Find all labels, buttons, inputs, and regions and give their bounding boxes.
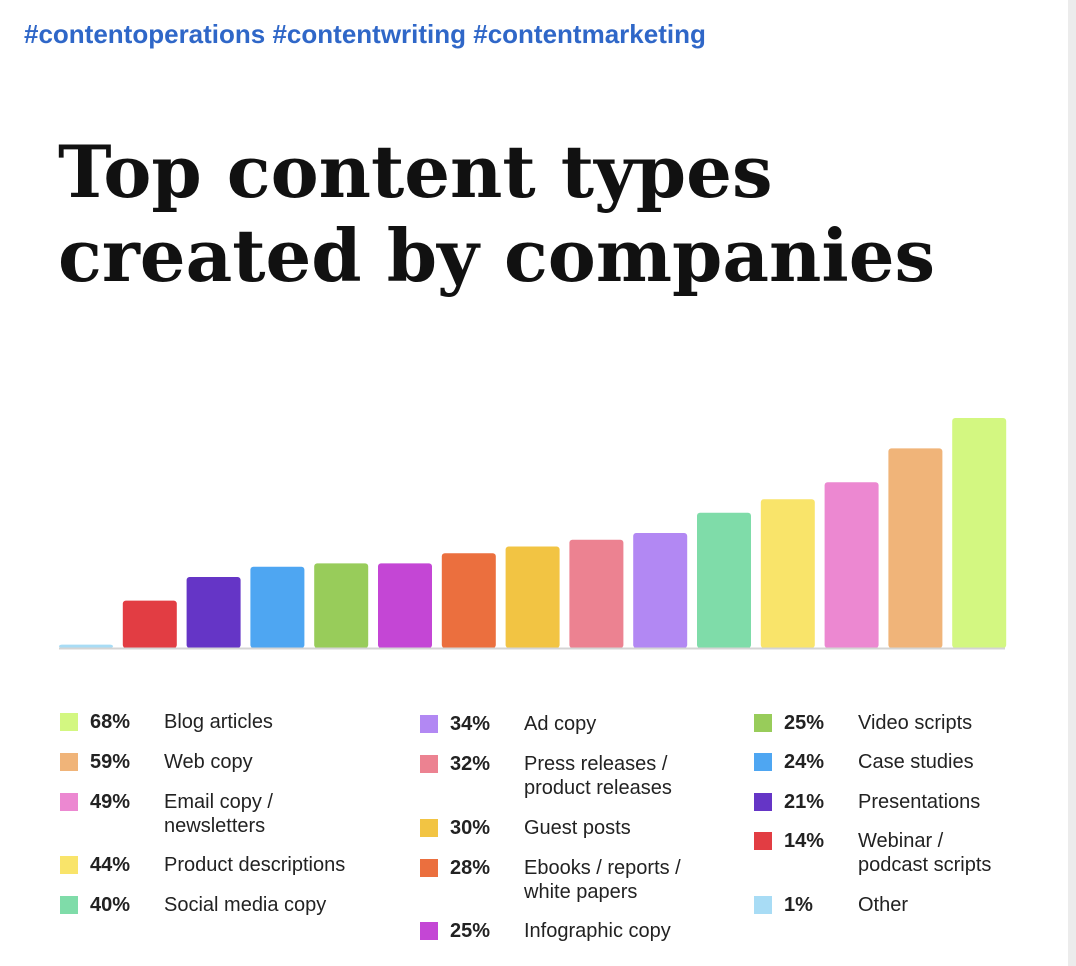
legend-percentage: 14% [784,830,825,852]
legend-label: Press releases / product releases [524,753,672,799]
legend-item: 14% Webinar / podcast scripts [754,829,1054,876]
legend-swatch [754,896,772,914]
legend-swatch [420,859,438,877]
hashtags-link[interactable]: #contentoperations #contentwriting #cont… [24,19,706,49]
bar-11 [760,499,815,648]
legend-item: 34% Ad copy [420,712,720,752]
legend-label: Other [858,894,909,916]
chart-title-line-1: Top content types [58,129,773,214]
legend-swatch [420,922,438,940]
legend-item: 25% Infographic copy [420,919,720,959]
legend-swatch [420,755,438,773]
legend-swatch [60,856,78,874]
legend-percentage: 44% [90,854,131,876]
legend-label: Email copy / newsletters [164,791,273,837]
legend-percentage: 49% [90,791,131,813]
legend-swatch [754,753,772,771]
window-edge [1068,0,1076,966]
legend-percentage: 68% [90,711,131,733]
legend-label: Ad copy [524,713,597,735]
legend-label: Guest posts [524,817,631,839]
legend-percentage: 28% [450,857,491,879]
legend-item: 68% Blog articles [60,710,360,750]
legend-swatch [754,714,772,732]
chart-title: Top content types created by companies [58,130,1038,298]
legend-label: Case studies [858,751,974,773]
chart-title-line-2: created by companies [58,213,936,298]
legend-swatch [420,819,438,837]
legend-label: Product descriptions [164,854,346,876]
legend-item: 24% Case studies [754,750,1054,790]
legend-item: 25% Video scripts [754,711,1054,751]
bar-2 [186,577,241,648]
legend-label: Webinar / podcast scripts [858,830,992,876]
bar-14 [952,418,1007,648]
legend-percentage: 24% [784,751,825,773]
legend-swatch [754,793,772,811]
legend-percentage: 25% [784,712,825,734]
bar-3 [250,566,305,648]
bar-5 [378,563,432,648]
legend-item: 59% Web copy [60,750,360,790]
bar-6 [441,553,496,648]
bar-8 [569,539,624,648]
legend-swatch [60,793,78,811]
bar-7 [505,546,560,648]
legend-swatch [754,832,772,850]
legend-swatch [60,713,78,731]
legend-percentage: 59% [90,751,131,773]
legend-label: Social media copy [164,894,327,916]
legend-item: 1% Other [754,893,1054,933]
bar-9 [633,533,688,648]
legend-swatch [60,896,78,914]
legend-percentage: 30% [450,817,491,839]
legend-item: 32% Press releases / product releases [420,752,720,799]
legend-percentage: 32% [450,753,491,775]
legend-label: Video scripts [858,712,973,734]
bar-4 [314,563,369,648]
legend-item: 40% Social media copy [60,893,360,933]
legend-label: Blog articles [164,711,273,733]
legend-item: 28% Ebooks / reports / white papers [420,856,720,903]
legend-swatch [420,715,438,733]
bar-0 [59,644,113,648]
legend-percentage: 21% [784,791,825,813]
legend-percentage: 34% [450,713,491,735]
legend-percentage: 40% [90,894,131,916]
legend-label: Web copy [164,751,253,773]
legend-percentage: 1% [784,894,813,916]
legend-swatch [60,753,78,771]
legend-item: 30% Guest posts [420,816,720,856]
legend-item: 21% Presentations [754,790,1054,830]
legend-label: Infographic copy [524,920,671,942]
legend-item: 44% Product descriptions [60,853,360,893]
legend-percentage: 25% [450,920,491,942]
legend-label: Presentations [858,791,981,813]
legend-label: Ebooks / reports / white papers [524,857,681,903]
legend-item: 49% Email copy / newsletters [60,790,360,837]
bar-1 [122,600,177,648]
bar-13 [888,448,943,648]
bar-10 [697,512,751,648]
bar-12 [824,482,879,648]
